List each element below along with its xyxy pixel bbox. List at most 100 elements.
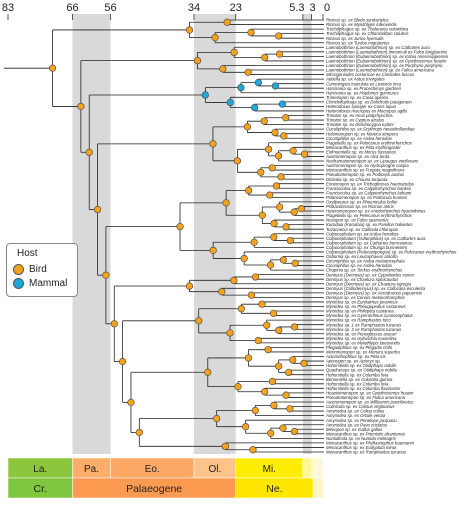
bird-node-icon (286, 405, 294, 413)
tip-label: Hohorstiella sp. ex Columba flavirostris (326, 386, 401, 391)
tip-label: Quadraceps sp. ex Otidiphaps nobilis (326, 368, 398, 373)
bird-node-icon (135, 428, 143, 437)
tip-label: Hohorstiella sp. ex Otidiphaps nobilis (326, 363, 397, 368)
bird-node-icon (260, 117, 268, 125)
bird-node-icon (268, 377, 276, 386)
tip-label: Dennyus (Dennyus) sp. ex Aerodramus papu… (326, 290, 423, 295)
bird-node-icon (119, 358, 127, 366)
bird-node-icon (209, 246, 217, 254)
tip-label: Menomenopon sp. ex Menura superba (326, 350, 400, 355)
tip-label: Austromenopon sp. ex Hydroprogne caspia (325, 163, 409, 168)
bird-node-icon (251, 273, 260, 281)
tip-label: Colpocephalum sp. ex Cathartes burrovian… (326, 240, 413, 245)
bird-node-icon (290, 208, 298, 216)
mammal-node-icon (278, 100, 286, 108)
bird-dot-icon (13, 264, 24, 275)
bird-node-icon (230, 276, 238, 284)
tip-label: Trinoton sp. ex Anas platyrhynchos (326, 113, 393, 118)
tip-label: Plegadiphilus sp. ex Plegadis chihi (326, 345, 393, 350)
tip-label: Myrsidea sp. ex Myiothlypis luteoviridis (326, 340, 401, 345)
tip-label: Austromenopon sp. ex Willisornis poecili… (325, 400, 414, 405)
bird-node-icon (297, 205, 305, 213)
bird-node-icon (263, 321, 271, 329)
mammal-node-icon (226, 98, 234, 107)
epoch-label: Pa. (84, 464, 99, 475)
bird-node-icon (243, 123, 251, 131)
tip-label: Ciconiphilus sp. ex Ardea herodias (326, 263, 393, 268)
tip-label: Austromenopon sp. ex Alca torda (325, 154, 390, 159)
legend-label-mammal: Mammal (29, 278, 68, 289)
mammal-node-icon (271, 82, 280, 90)
bird-node-icon (195, 317, 203, 325)
bird-node-icon (267, 429, 275, 437)
tip-label: Tuzacoecia sp. ex Gallinula chloropus (326, 227, 399, 232)
bird-node-icon (291, 259, 299, 267)
tip-label: Laemobothrion (Laemobothrion) sp. ex Ful… (326, 68, 435, 73)
tip-label: Trochiliphagus sp. ex Thalurania columbi… (326, 27, 409, 32)
bird-node-icon (290, 323, 299, 331)
time-axis: 83 66 56 34 23 5.3 3 0 (2, 2, 330, 20)
tip-label: Dennyus (Collodennyus) sp. ex Collocalia… (326, 286, 426, 291)
bird-node-icon (289, 356, 297, 364)
tip-label: Colpocephalum sp. ex Ardea herodias (326, 231, 400, 236)
bird-node-icon (110, 320, 118, 328)
bird-node-icon (251, 406, 259, 415)
bird-node-icon (270, 401, 278, 409)
bird-node-icon (221, 442, 229, 450)
tip-label: Menopon sp. ex Gallus gallus (326, 427, 383, 432)
tip-label: Psittacobrosus sp. ex Ricinus antris (326, 204, 395, 209)
bird-node-icon (258, 211, 266, 219)
tip-label: Laemobothrion (Laemobothrion) tinnunculi… (326, 49, 448, 54)
tip-label: Colpocephalum (Pelecanipongus) sp. ex Pe… (326, 250, 457, 255)
tip-label: Menacanthus sp. ex Pternistis ahantensis (326, 431, 406, 436)
bird-node-icon (102, 271, 110, 279)
bird-node-icon (176, 223, 184, 231)
tip-label: Amyrsidea sp. ex Penelope jacquacu (325, 418, 397, 423)
tip-label: Ciconiphilus sp. ex Ardea herodias (326, 136, 393, 141)
tip-label: Neohamatomenopon sp. ex Lipaugus vocifer… (326, 159, 419, 164)
tip-label: Myrsidea sp. ex Gymnorhinus cyanocephalu… (326, 313, 414, 318)
tip-label: Myrsidea sp. 1 ex Ramphastos tucanus (326, 322, 402, 327)
tip-label: Chapinia sp. ex Tockus erythrorhynchus (326, 268, 403, 273)
bird-node-icon (282, 223, 290, 231)
bird-node-icon (219, 65, 227, 73)
bird-node-icon (218, 288, 226, 296)
mammal-node-icon (201, 91, 209, 99)
axis-tick-label: 83 (2, 2, 14, 14)
tip-label: Numidicola sp. ex Numida meleagris (326, 436, 397, 441)
tip-label: Kurodaia (Kurodaia) sp. ex Pandion halia… (326, 222, 413, 227)
tip-label: Myrsidea sp. ex Pheugopedius castaneus (326, 304, 406, 309)
tip-label: Myrsidea sp. ex Eurylaimus javanicus (326, 300, 398, 305)
bird-node-icon (270, 219, 278, 228)
bird-node-icon (127, 398, 135, 406)
tip-label: Laemobothrion (Eulaemobothrion) sp. ex P… (326, 63, 443, 68)
era-shade-band (72, 14, 111, 454)
bird-node-icon (266, 261, 275, 269)
bird-node-icon (275, 203, 284, 211)
tip-label: Laemobothrion (Eulaemobothrion) sp. ex O… (326, 59, 447, 64)
bird-node-icon (269, 309, 278, 317)
bird-node-icon (193, 57, 202, 65)
tip-label: Heterodoxus macropus ex Macropus agilis (326, 109, 408, 114)
bird-node-icon (268, 164, 276, 172)
bird-node-icon (93, 205, 102, 214)
mammal-node-icon (254, 78, 262, 87)
bird-node-icon (286, 236, 294, 245)
tip-label: Osbornia sp. ex Leucophaeus atricilla (326, 254, 398, 259)
legend-item-mammal: Mammal (13, 277, 67, 290)
tip-label: Harrisonia sp. ex Hoplomys gymnurus (326, 90, 399, 95)
epoch-label: Eo. (145, 464, 160, 475)
tip-label: Franciscoloa sp. ex Calyptorhynchus bank… (326, 186, 412, 191)
bird-node-icon (85, 148, 93, 156)
tip-labels: Ricinus sp. ex Bleda syndactylusRicinus … (325, 18, 457, 455)
bird-node-icon (261, 53, 269, 62)
tip-label: Hohorstiella sp. ex Columba livia (326, 381, 389, 386)
tip-label: Dicteola sp. ex Chauna torquata (326, 177, 388, 182)
axis-tick-label: 3 (310, 2, 316, 14)
tip-label: Apterygon sp. ex Apteryx sp. (325, 359, 381, 364)
bird-node-icon (271, 128, 279, 137)
bird-node-icon (275, 362, 283, 370)
tip-label: Ricinus sp. ex Turdus migratorius (326, 40, 390, 45)
axis-tick-label: 66 (66, 2, 78, 14)
bird-node-icon (211, 34, 219, 42)
